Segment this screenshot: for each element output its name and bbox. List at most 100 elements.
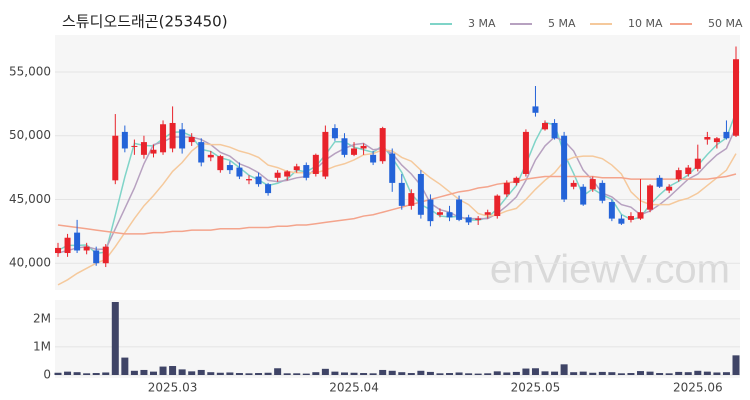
candle-body bbox=[627, 216, 634, 220]
volume-bar bbox=[283, 373, 291, 375]
candle-body bbox=[198, 142, 205, 163]
volume-bar bbox=[646, 371, 654, 375]
volume-bar bbox=[293, 373, 301, 375]
candle-body bbox=[351, 148, 358, 155]
volume-bar bbox=[579, 371, 587, 375]
volume-panel bbox=[55, 300, 740, 378]
candle-body bbox=[532, 106, 539, 113]
price-panel bbox=[55, 35, 740, 290]
candle-body bbox=[723, 131, 730, 139]
x-tick-label: 2025.05 bbox=[511, 381, 561, 395]
volume-bar bbox=[245, 373, 253, 375]
volume-bar bbox=[398, 372, 406, 375]
volume-bar bbox=[436, 373, 444, 375]
volume-bar bbox=[675, 371, 683, 375]
candle-body bbox=[522, 131, 529, 174]
volume-bar bbox=[54, 372, 62, 375]
volume-bar bbox=[255, 373, 263, 375]
candle-body bbox=[226, 165, 233, 171]
legend-label: 10 MA bbox=[628, 17, 663, 30]
volume-bar bbox=[302, 373, 310, 375]
volume-bar bbox=[321, 368, 329, 375]
candle-body bbox=[293, 166, 300, 171]
candle-body bbox=[102, 246, 109, 264]
candle-body bbox=[446, 212, 453, 218]
volume-bar bbox=[149, 371, 157, 375]
volume-bar bbox=[617, 373, 625, 375]
volume-bar bbox=[627, 373, 635, 375]
candle-body bbox=[121, 131, 128, 149]
candle-body bbox=[503, 182, 510, 195]
volume-bar bbox=[178, 369, 186, 375]
candle-body bbox=[331, 128, 338, 139]
volume-bar bbox=[598, 371, 606, 375]
x-tick-label: 2025.04 bbox=[329, 381, 379, 395]
volume-bar bbox=[722, 372, 730, 375]
candle-body bbox=[245, 179, 252, 181]
volume-bar bbox=[140, 369, 148, 375]
candle-body bbox=[733, 59, 739, 136]
legend-label: 50 MA bbox=[708, 17, 743, 30]
volume-bar bbox=[312, 372, 320, 375]
candle-body bbox=[408, 193, 415, 206]
volume-bar bbox=[531, 368, 539, 375]
candle-body bbox=[217, 156, 224, 171]
candle-body bbox=[704, 137, 711, 140]
volume-bar bbox=[551, 371, 559, 375]
volume-bar bbox=[369, 373, 377, 375]
candle-body bbox=[236, 167, 243, 177]
candle-body bbox=[284, 171, 291, 177]
x-tick-label: 2025.03 bbox=[148, 381, 198, 395]
candle-body bbox=[561, 135, 568, 200]
volume-bar bbox=[130, 370, 138, 375]
volume-bar bbox=[522, 368, 530, 375]
volume-bar bbox=[713, 372, 721, 375]
volume-bar bbox=[73, 372, 81, 375]
volume-bar bbox=[379, 369, 387, 375]
ma-line bbox=[57, 173, 737, 235]
candle-body bbox=[150, 149, 157, 154]
watermark: enViewV.com bbox=[490, 248, 730, 292]
candle-body bbox=[83, 246, 90, 251]
y-tick-label: 40,000 bbox=[9, 256, 51, 270]
candle-body bbox=[417, 173, 424, 215]
volume-bar bbox=[159, 366, 167, 375]
candle-body bbox=[675, 170, 682, 180]
candle-body bbox=[465, 217, 472, 223]
candle-body bbox=[341, 138, 348, 155]
volume-bar bbox=[560, 364, 568, 375]
legend-label: 5 MA bbox=[548, 17, 576, 30]
volume-bar bbox=[608, 372, 616, 375]
candle-body bbox=[647, 185, 654, 210]
candle-body bbox=[551, 122, 558, 139]
volume-bar bbox=[665, 373, 673, 375]
volume-bar bbox=[503, 372, 511, 375]
candle-body bbox=[169, 122, 176, 149]
volume-bar bbox=[732, 355, 740, 375]
candle-body bbox=[436, 212, 443, 215]
volume-bar bbox=[637, 371, 645, 375]
volume-bar bbox=[340, 372, 348, 375]
candle-body bbox=[179, 129, 186, 149]
volume-bar bbox=[216, 372, 224, 375]
volume-bar bbox=[570, 372, 578, 375]
volume-bar bbox=[417, 370, 425, 375]
volume-bar bbox=[589, 372, 597, 375]
volume-bar bbox=[102, 372, 110, 375]
candle-body bbox=[93, 250, 100, 264]
volume-bar bbox=[426, 371, 434, 375]
volume-bar bbox=[446, 373, 454, 375]
volume-bar bbox=[331, 371, 339, 375]
candle-body bbox=[160, 124, 167, 153]
y-tick-label: 55,000 bbox=[9, 64, 51, 78]
volume-bar bbox=[484, 373, 492, 375]
volume-bar bbox=[83, 373, 91, 375]
candle-body bbox=[274, 172, 281, 178]
y-tick-label: 2M bbox=[33, 311, 51, 325]
candle-body bbox=[580, 186, 587, 205]
candle-body bbox=[303, 165, 310, 178]
volume-bar bbox=[388, 370, 396, 375]
candle-body bbox=[618, 218, 625, 224]
candle-body bbox=[570, 182, 577, 187]
